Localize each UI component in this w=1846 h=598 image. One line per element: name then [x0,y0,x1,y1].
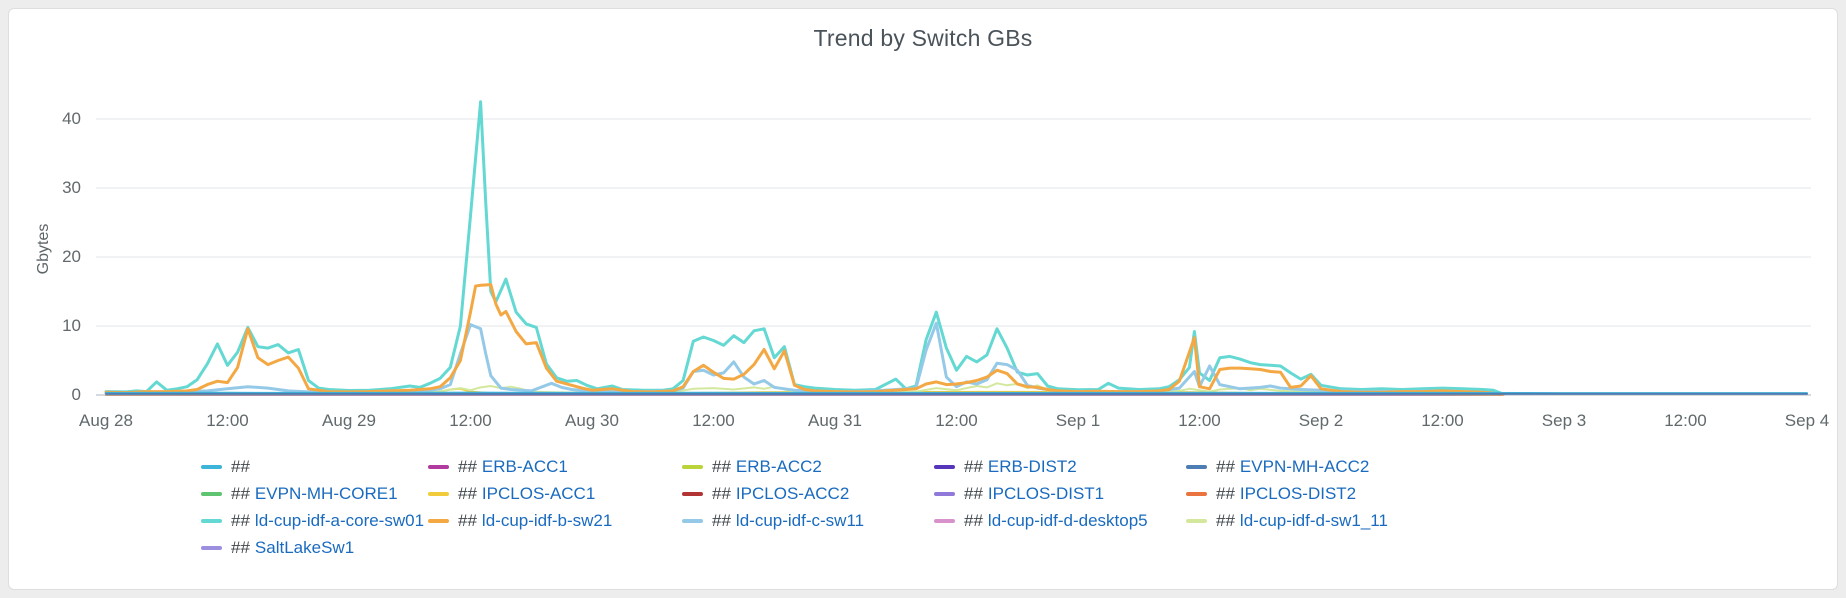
legend-swatch-icon [428,464,449,469]
legend-item-label: ERB-ACC2 [735,456,822,476]
x-tick-label: 12:00 [935,411,978,430]
legend-item-IPCLOS-DIST2[interactable]: ## IPCLOS-DIST2 [1186,484,1388,504]
legend-item-prefix: ## [231,456,250,476]
legend-item-prefix: ## [712,510,731,530]
legend-item-prefix: ## [964,483,983,503]
legend-item-ERB-DIST2[interactable]: ## ERB-DIST2 [934,457,1186,477]
legend-item-label: ld-cup-idf-b-sw21 [481,510,613,530]
legend-item-prefix: ## [1216,483,1235,503]
x-tick-label: Sep 1 [1055,411,1101,430]
y-tick-label: 40 [62,109,81,128]
x-tick-label: Sep 3 [1541,411,1587,430]
legend-item-EVPN-MH-ACC2[interactable]: ## EVPN-MH-ACC2 [1186,457,1388,477]
legend-item-prefix: ## [231,537,250,557]
gridlines [96,118,1811,396]
legend-item-IPCLOS-DIST1[interactable]: ## IPCLOS-DIST1 [934,484,1186,504]
legend-item-prefix: ## [458,483,477,503]
x-tick-label: Sep 2 [1298,411,1344,430]
legend-swatch-icon [1186,464,1207,469]
legend-item-ld-cup-idf-c-sw11[interactable]: ## ld-cup-idf-c-sw11 [682,511,934,531]
legend-item-prefix: ## [458,456,477,476]
legend-swatch-icon [1186,518,1207,523]
legend-item-label: ld-cup-idf-d-sw1_11 [1239,510,1388,530]
legend-swatch-icon [201,518,222,523]
legend-item-prefix: ## [964,510,983,530]
legend-swatch-icon [682,464,703,469]
legend-swatch-icon [428,491,449,496]
legend-swatch-icon [934,464,955,469]
y-tick-label: 10 [62,316,81,335]
series-line-ld-cup-idf-a-core-sw01 [104,100,1505,396]
legend-item-label: EVPN-MH-CORE1 [254,483,398,503]
x-tick-label: 12:00 [206,411,249,430]
legend-item-SaltLakeSw1[interactable]: ## SaltLakeSw1 [201,538,428,558]
legend-item-label: SaltLakeSw1 [254,537,355,557]
legend-item-ld-cup-idf-b-sw21[interactable]: ## ld-cup-idf-b-sw21 [428,511,682,531]
x-tick-label: 12:00 [692,411,735,430]
x-tick-label: 12:00 [1421,411,1464,430]
legend-item-label: IPCLOS-ACC2 [735,483,850,503]
x-tick-label: Sep 4 [1784,411,1830,430]
legend-item-ERB-ACC1[interactable]: ## ERB-ACC1 [428,457,682,477]
x-tick-label: 12:00 [449,411,492,430]
legend-item-ld-cup-idf-d-sw1_11[interactable]: ## ld-cup-idf-d-sw1_11 [1186,511,1388,531]
legend-swatch-icon [1186,491,1207,496]
legend-item-EVPN-MH-CORE1[interactable]: ## EVPN-MH-CORE1 [201,484,428,504]
y-tick-label: 30 [62,178,81,197]
legend-item-prefix: ## [458,510,477,530]
legend-swatch-icon [934,518,955,523]
x-tick-label: Aug 30 [565,411,619,430]
legend-item-label: ld-cup-idf-a-core-sw01 [254,510,425,530]
legend-swatch-icon [934,491,955,496]
legend-item-prefix: ## [231,483,250,503]
y-tick-label: 20 [62,247,81,266]
y-tick-label: 0 [71,385,81,404]
legend-swatch-icon [682,491,703,496]
x-tick-label: 12:00 [1178,411,1221,430]
legend-item-hash[interactable]: ## [201,457,428,477]
legend-item-IPCLOS-ACC2[interactable]: ## IPCLOS-ACC2 [682,484,934,504]
legend-swatch-icon [201,464,222,469]
legend-item-label: ERB-DIST2 [987,456,1077,476]
legend-item-label: IPCLOS-ACC1 [481,483,596,503]
legend-item-prefix: ## [712,483,731,503]
legend-swatch-icon [682,518,703,523]
legend-item-prefix: ## [1216,456,1235,476]
legend-swatch-icon [201,491,222,496]
legend-item-prefix: ## [231,510,250,530]
legend-item-prefix: ## [964,456,983,476]
x-tick-label: 12:00 [1664,411,1707,430]
legend-item-label: ERB-ACC1 [481,456,568,476]
legend-swatch-icon [201,545,222,550]
chart-panel: Trend by Switch GBs Gbytes 0 10 20 30 40 Aug… [8,8,1838,590]
series-line-ld-cup-idf-c-sw11 [104,321,1505,396]
page-title: Trend by Switch GBs [813,25,1033,51]
x-tick-label: Aug 28 [79,411,133,430]
x-tick-label: Aug 31 [808,411,862,430]
series-lines [104,100,1808,396]
legend-item-ld-cup-idf-a-core-sw01[interactable]: ## ld-cup-idf-a-core-sw01 [201,511,428,531]
legend-item-label: IPCLOS-DIST2 [1239,483,1357,503]
legend-item-prefix: ## [712,456,731,476]
legend-item-label: ld-cup-idf-d-desktop5 [987,510,1148,530]
legend-item-prefix: ## [1216,510,1235,530]
legend: ## ## ERB-ACC1 ## ERB-ACC2 ## ERB-DIST2 ## EVPN-… [201,453,1388,561]
legend-item-ld-cup-idf-d-desktop5[interactable]: ## ld-cup-idf-d-desktop5 [934,511,1186,531]
legend-item-label: EVPN-MH-ACC2 [1239,456,1370,476]
x-tick-label: Aug 29 [322,411,376,430]
plot-area [96,100,1811,396]
series-line-ld-cup-idf-b-sw21 [104,283,1505,396]
legend-item-label: IPCLOS-DIST1 [987,483,1105,503]
legend-item-IPCLOS-ACC1[interactable]: ## IPCLOS-ACC1 [428,484,682,504]
legend-item-label: ld-cup-idf-c-sw11 [735,510,865,530]
legend-item-ERB-ACC2[interactable]: ## ERB-ACC2 [682,457,934,477]
legend-swatch-icon [428,518,449,523]
